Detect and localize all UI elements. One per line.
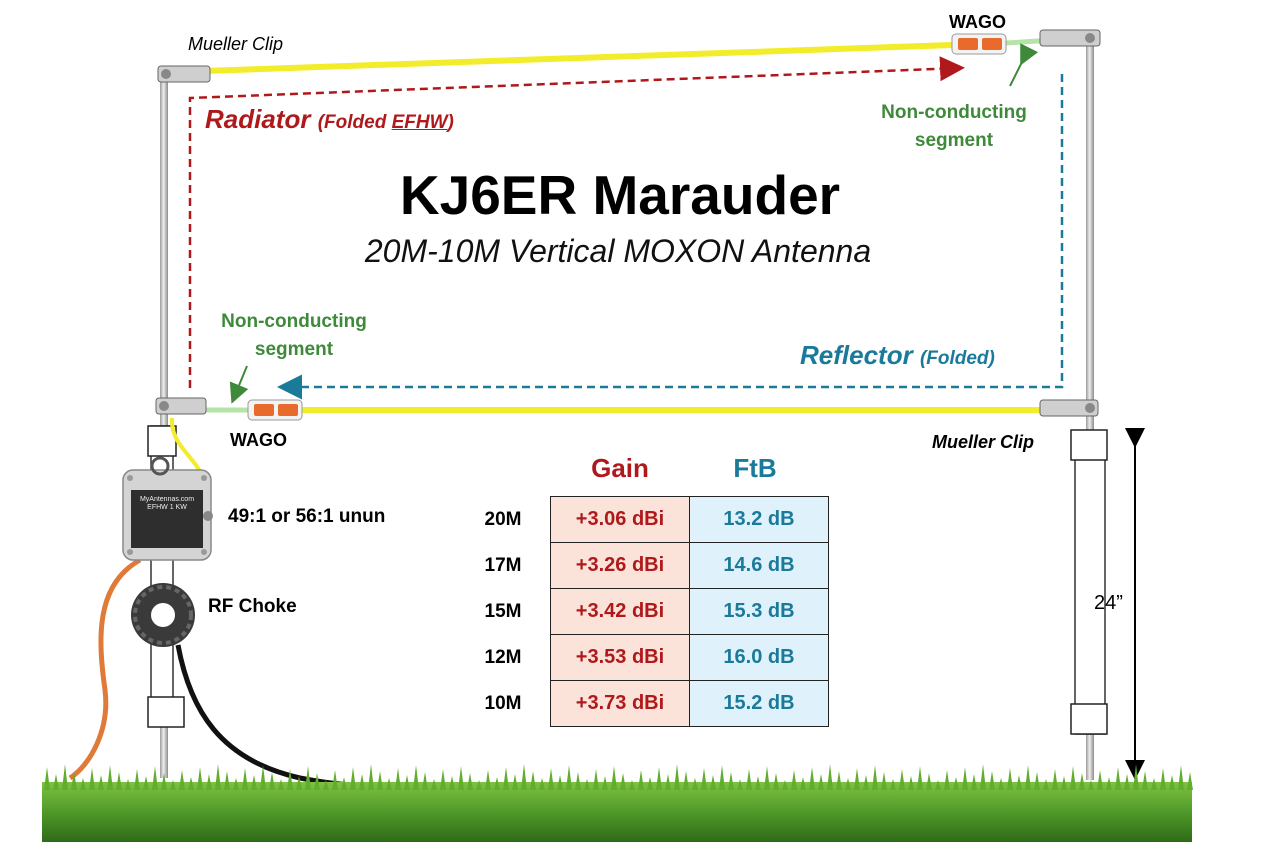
mueller-clip-bottom-left <box>155 397 207 415</box>
right-tube-cap-bottom <box>1070 703 1108 735</box>
wago-top-connector <box>951 33 1007 55</box>
unun-box-text: MyAntennas.com EFHW 1 KW <box>126 496 208 512</box>
unun-rating: EFHW 1 KW <box>147 504 187 511</box>
unun-box <box>122 456 213 561</box>
non-conducting-bottom-line2: segment <box>254 339 334 360</box>
mueller-clip-label-bottom: Mueller Clip <box>932 432 1035 452</box>
gain-cell: +3.26 dBi <box>550 542 690 589</box>
non-conducting-top-arrow <box>1009 43 1039 87</box>
table-row: +3.53 dBi 16.0 dB <box>550 634 829 681</box>
mueller-clip-label-top: Mueller Clip <box>188 34 284 54</box>
non-conducting-bottom-arrow <box>229 365 249 404</box>
ftb-cell: 16.0 dB <box>689 634 829 681</box>
coax-cable <box>175 644 391 790</box>
gain-cell: +3.53 dBi <box>550 634 690 681</box>
rf-choke-toroid <box>131 583 195 647</box>
non-conducting-top-line2: segment <box>914 130 994 151</box>
ftb-cell: 15.2 dB <box>689 680 829 727</box>
table-row: +3.26 dBi 14.6 dB <box>550 542 829 589</box>
table-row: +3.06 dBi 13.2 dB <box>550 496 829 543</box>
gain-cell: +3.73 dBi <box>550 680 690 727</box>
ftb-cell: 14.6 dB <box>689 542 829 589</box>
top-wire <box>174 42 953 75</box>
band-label: 10M <box>484 693 522 714</box>
wago-label-top: WAGO <box>949 12 1006 32</box>
radiator-word: Radiator <box>205 104 311 134</box>
mueller-clip-bottom-right <box>1039 399 1099 417</box>
non-conducting-top-line1: Non-conducting <box>881 102 1027 123</box>
band-label: 12M <box>484 647 522 668</box>
reflector-current-path <box>277 74 1064 400</box>
radiator-note-suffix: ) <box>447 112 454 133</box>
reflector-note: (Folded) <box>919 348 995 369</box>
table-row: +3.73 dBi 15.2 dB <box>550 680 829 727</box>
radiator-note: (Folded EFHW) <box>318 112 454 133</box>
band-label: 17M <box>484 555 522 576</box>
wago-label-bottom: WAGO <box>230 430 287 450</box>
ground-wire <box>68 557 142 781</box>
non-conducting-label-top: Non-conducting segment <box>860 99 1048 155</box>
radiator-note-prefix: (Folded <box>317 112 392 133</box>
height-label: 24” <box>1094 592 1123 614</box>
grass-ground <box>42 764 1193 842</box>
rf-choke-label: RF Choke <box>208 596 297 617</box>
performance-table: +3.06 dBi 13.2 dB +3.26 dBi 14.6 dB +3.4… <box>550 496 829 727</box>
mueller-clip-top-left <box>157 65 211 83</box>
unun-label: 49:1 or 56:1 unun <box>228 506 386 527</box>
band-label: 20M <box>484 509 522 530</box>
non-conducting-bottom-line1: Non-conducting <box>221 311 367 332</box>
left-tube-cap-bottom <box>147 696 185 728</box>
gain-cell: +3.06 dBi <box>550 496 690 543</box>
radiator-note-acronym: EFHW <box>391 112 448 133</box>
reflector-label: Reflector (Folded) <box>800 340 995 371</box>
ftb-cell: 13.2 dB <box>689 496 829 543</box>
page-subtitle: 20M-10M Vertical MOXON Antenna <box>364 233 872 269</box>
gain-column-header: Gain <box>591 453 649 483</box>
unun-brand: MyAntennas.com <box>139 496 195 503</box>
radiator-current-path <box>188 56 965 388</box>
radiator-label: Radiator (Folded EFHW) <box>205 104 454 135</box>
band-label: 15M <box>484 601 522 622</box>
table-row: +3.42 dBi 15.3 dB <box>550 588 829 635</box>
reflector-word: Reflector <box>800 340 913 370</box>
right-tube-cap-top <box>1070 429 1108 461</box>
page-title: KJ6ER Marauder <box>399 164 841 226</box>
wago-bottom-connector <box>247 399 303 421</box>
right-spreader-tube <box>1074 431 1106 735</box>
ftb-cell: 15.3 dB <box>689 588 829 635</box>
mueller-clip-top-right <box>1039 29 1101 47</box>
non-conducting-label-bottom: Non-conducting segment <box>200 308 388 364</box>
gain-cell: +3.42 dBi <box>550 588 690 635</box>
ftb-column-header: FtB <box>733 453 777 483</box>
